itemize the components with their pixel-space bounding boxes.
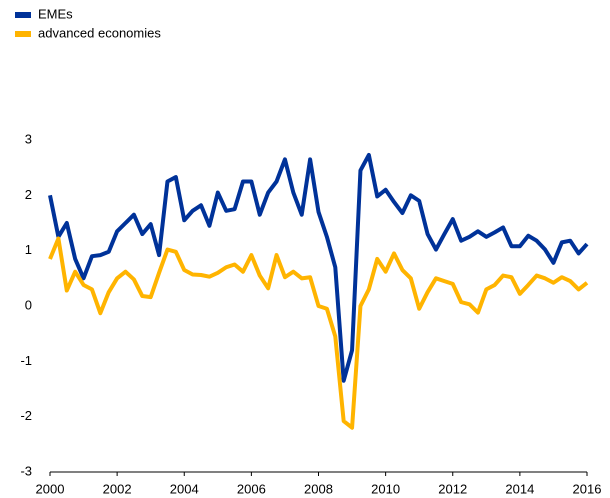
y-tick-label: -2 [20,408,32,423]
y-tick-label: 0 [25,297,32,312]
legend-label: EMEs [38,6,73,21]
y-tick-label: 1 [25,242,32,257]
series-line [48,236,589,430]
legend-swatch [15,31,31,37]
x-tick-label: 2012 [438,481,467,496]
series-line [48,152,589,383]
x-tick-label: 2016 [573,481,602,496]
x-tick-label: 2010 [371,481,400,496]
x-tick-label: 2014 [505,481,534,496]
x-tick-label: 2006 [237,481,266,496]
x-tick-label: 2008 [304,481,333,496]
y-tick-label: 2 [25,187,32,202]
x-tick-label: 2002 [103,481,132,496]
legend-label: advanced economies [38,25,161,40]
x-tick-label: 2004 [170,481,199,496]
legend-swatch [15,12,31,18]
y-tick-label: -1 [20,353,32,368]
y-tick-label: 3 [25,131,32,146]
y-tick-label: -3 [20,463,32,478]
x-tick-label: 2000 [36,481,65,496]
